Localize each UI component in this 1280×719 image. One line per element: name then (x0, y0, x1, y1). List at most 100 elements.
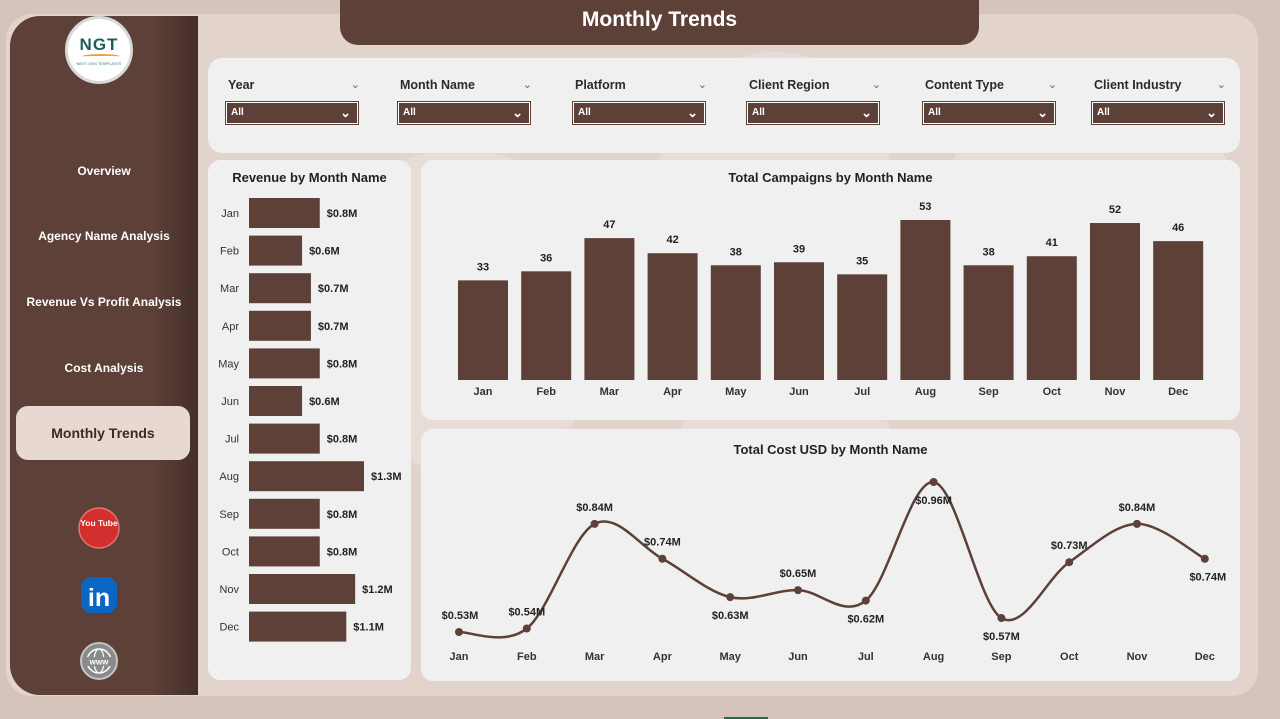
campaign-month-label: Sep (979, 386, 999, 398)
cost-series-line (458, 480, 1206, 639)
campaign-month-label: Aug (915, 386, 936, 398)
revenue-bar (249, 461, 364, 492)
cost-month-label: Mar (585, 651, 605, 663)
campaign-data-label: 52 (1109, 204, 1121, 216)
chart-title: Total Campaigns by Month Name (728, 170, 933, 185)
cost-month-label: Apr (653, 651, 673, 663)
revenue-data-label: $1.1M (353, 622, 384, 634)
cost-point (522, 624, 531, 633)
filter-year-select[interactable]: All ⌄ (225, 101, 359, 125)
chart-title: Revenue by Month Name (232, 170, 387, 185)
campaign-bar (774, 262, 824, 380)
campaign-bar (900, 220, 951, 380)
revenue-month-label: Nov (219, 584, 239, 596)
campaign-bar (837, 274, 888, 380)
campaign-bar (647, 253, 698, 380)
revenue-data-label: $0.7M (318, 283, 349, 295)
revenue-bar (249, 386, 303, 416)
revenue-data-label: $0.6M (309, 246, 340, 258)
cost-month-label: Jul (858, 651, 874, 663)
campaigns-bar-chart: 33 Jan 36 Feb 47 Mar 42 Apr 38 May 39 Jun 35 Jul 53 Aug… (458, 201, 1204, 398)
campaign-month-label: Jun (789, 386, 809, 398)
filter-client-region-select[interactable]: All ⌄ (746, 101, 880, 125)
campaign-month-label: Jan (474, 386, 493, 398)
filter-value: All (752, 107, 765, 118)
campaign-bar (1153, 241, 1204, 380)
cost-point (794, 586, 802, 595)
revenue-month-label: Apr (222, 321, 239, 333)
campaign-data-label: 33 (477, 261, 489, 273)
filter-bar: Year ⌄ All ⌄ Month Name ⌄ All ⌄ Platform ⌄… (208, 58, 1240, 153)
cost-data-label: $0.53M (442, 610, 479, 622)
campaign-month-label: Apr (663, 386, 683, 398)
campaign-data-label: 35 (856, 255, 868, 267)
cost-month-label: Jun (788, 651, 808, 663)
cost-point (1133, 519, 1141, 528)
revenue-bar (249, 273, 311, 304)
campaign-month-label: May (725, 386, 747, 398)
revenue-data-label: $1.2M (362, 584, 393, 596)
campaign-bar (584, 238, 635, 380)
campaign-data-label: 38 (730, 246, 742, 258)
chevron-down-icon[interactable]: ⌄ (522, 79, 532, 91)
filter-month-name-select[interactable]: All ⌄ (397, 101, 531, 125)
campaign-data-label: 39 (793, 243, 805, 255)
youtube-icon[interactable]: You Tube (78, 507, 120, 549)
revenue-bar (249, 574, 356, 604)
sidebar-item-monthly-trends[interactable]: Monthly Trends (16, 406, 190, 460)
filter-platform-select[interactable]: All ⌄ (572, 101, 706, 125)
revenue-bar (249, 348, 320, 379)
filter-content-type: Content Type ⌄ All ⌄ (922, 78, 1057, 125)
filter-content-type-select[interactable]: All ⌄ (922, 101, 1056, 125)
cost-month-label: Nov (1127, 651, 1149, 663)
cost-month-label: Dec (1195, 651, 1215, 663)
filter-label: Client Region (749, 78, 830, 92)
campaign-month-label: Mar (600, 386, 620, 398)
revenue-bar (249, 536, 320, 567)
filter-month-name: Month Name ⌄ All ⌄ (397, 78, 532, 125)
chevron-down-icon[interactable]: ⌄ (1216, 79, 1226, 91)
cost-line-chart: $0.53M Jan $0.54M Feb $0.84M Mar $0.74M Apr $0.6… (442, 478, 1226, 663)
campaign-bar (710, 265, 761, 380)
chevron-down-icon: ⌄ (687, 105, 698, 120)
revenue-data-label: $1.3M (371, 471, 402, 483)
revenue-month-label: May (218, 358, 239, 370)
revenue-chart-panel: Revenue by Month Name Jan $0.8M Feb $0.6M Ma… (208, 160, 411, 680)
filter-client-industry: Client Industry ⌄ All ⌄ (1091, 78, 1226, 125)
cost-data-label: $0.63M (712, 610, 749, 622)
sidebar-item-cost-analysis[interactable]: Cost Analysis (64, 361, 144, 375)
revenue-data-label: $0.8M (327, 208, 358, 220)
chevron-down-icon[interactable]: ⌄ (350, 79, 360, 91)
cost-data-label: $0.54M (508, 607, 545, 619)
cost-point (590, 519, 599, 528)
sidebar-item-revenue-vs-profit[interactable]: Revenue Vs Profit Analysis (26, 295, 182, 309)
cost-data-label: $0.96M (915, 495, 952, 507)
chevron-down-icon: ⌄ (1037, 105, 1048, 120)
chevron-down-icon[interactable]: ⌄ (697, 79, 707, 91)
campaign-data-label: 46 (1172, 222, 1184, 234)
cost-chart-panel: Total Cost USD by Month Name $0.53M Jan $0… (421, 429, 1240, 681)
filter-label: Year (228, 78, 255, 92)
campaign-data-label: 36 (540, 252, 552, 264)
linkedin-icon[interactable]: in (78, 574, 120, 616)
revenue-bar (249, 498, 320, 529)
cost-data-label: $0.73M (1051, 540, 1088, 552)
revenue-month-label: Dec (219, 622, 239, 634)
campaign-month-label: Dec (1168, 386, 1188, 398)
campaign-month-label: Oct (1043, 386, 1062, 398)
cost-data-label: $0.62M (847, 614, 884, 626)
revenue-bar (249, 235, 303, 266)
sidebar-item-overview[interactable]: Overview (77, 164, 131, 178)
campaign-data-label: 47 (603, 219, 615, 231)
website-icon[interactable]: www (79, 641, 119, 681)
filter-label: Client Industry (1094, 78, 1182, 92)
linkedin-in-text: in (88, 584, 110, 612)
sidebar-item-agency-name-analysis[interactable]: Agency Name Analysis (38, 229, 170, 243)
filter-value: All (928, 107, 941, 118)
cost-point (929, 478, 938, 486)
chevron-down-icon[interactable]: ⌄ (1047, 79, 1057, 91)
revenue-bar (249, 611, 347, 642)
chevron-down-icon[interactable]: ⌄ (871, 79, 881, 91)
filter-client-industry-select[interactable]: All ⌄ (1091, 101, 1225, 125)
revenue-data-label: $0.8M (327, 358, 358, 370)
